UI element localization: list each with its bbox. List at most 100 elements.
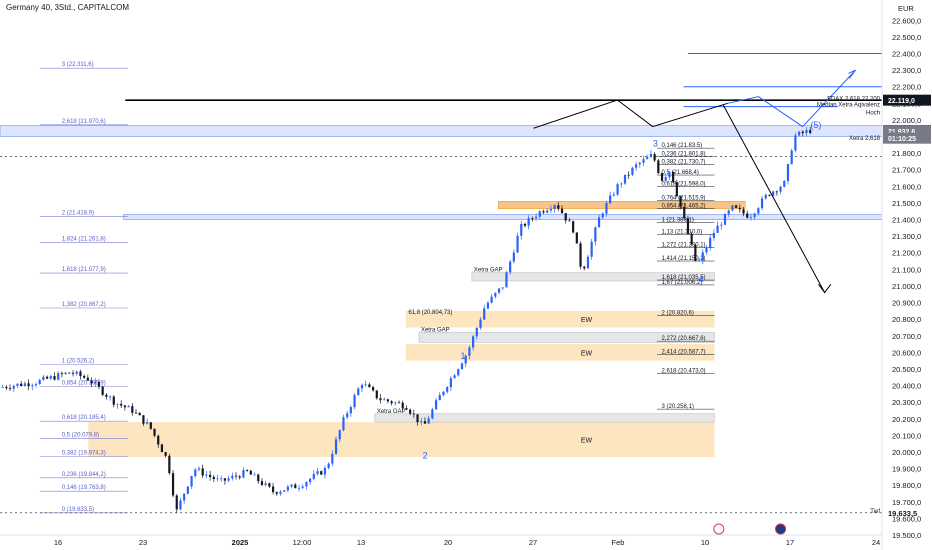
candle-body [801, 131, 804, 134]
price-tag-text: 19.633,5 [888, 509, 917, 518]
candle-body [797, 131, 801, 136]
price-tag-text: 01:10:25 [888, 136, 916, 143]
candle-body [157, 435, 160, 445]
xetra-gap-zone [471, 272, 715, 282]
candle-body [468, 347, 471, 356]
fib-level-label: 0,382 (19.974,3) [62, 450, 106, 456]
x-tick-label: 17 [786, 538, 794, 547]
fib-right-label: 0,764 (21.515,9) [662, 195, 706, 201]
candle-body [764, 194, 767, 199]
x-tick-label: 13 [357, 538, 365, 547]
candle-body [375, 390, 378, 399]
candle-body [108, 396, 112, 398]
candle-body [490, 296, 493, 303]
fib-level-label: 0,854 (20.395,9) [62, 380, 106, 386]
y-tick-label: 22.400,0 [892, 50, 921, 59]
candle-body [646, 157, 649, 160]
candle-body [323, 467, 327, 475]
candle-body [168, 455, 171, 474]
fib-level-label: 0,5 (20.079,8) [62, 433, 99, 439]
candle-body [220, 478, 223, 480]
candle-body [768, 194, 771, 196]
candle-body [309, 478, 312, 483]
candle-body [512, 252, 515, 262]
level-band [123, 214, 883, 220]
right-annotation: Median Xetra Aqivalenz [817, 103, 880, 109]
candle-body [171, 473, 175, 496]
candle-body [505, 272, 508, 288]
ew-zone-label: EW [581, 350, 593, 357]
ew-zone [405, 310, 715, 328]
candle-body [97, 382, 101, 387]
candle-body [775, 191, 778, 193]
candle-body [201, 468, 204, 476]
y-tick-label: 21.800,0 [892, 149, 921, 158]
xetra-gap-label: Xetra GAP [421, 327, 450, 333]
candle-body [723, 214, 727, 225]
candle-body [227, 478, 230, 481]
candle-body [690, 233, 693, 245]
candle-body [701, 252, 704, 261]
candle-body [475, 327, 478, 337]
projection-path [533, 99, 728, 129]
candle-body [427, 418, 430, 424]
ew-zone [405, 344, 715, 361]
x-tick-label: 23 [139, 538, 147, 547]
candle-body [112, 396, 115, 405]
candle-body [501, 287, 504, 289]
candle-body [38, 379, 41, 385]
candle-body [794, 135, 797, 151]
candle-body [94, 382, 97, 384]
fib-right-label: 2,414 (20.587,7) [662, 349, 706, 355]
candle-body [283, 490, 286, 492]
candle-body [194, 469, 197, 476]
candle-body [627, 174, 630, 176]
x-tick-label: 24 [872, 538, 880, 547]
candle-body [146, 422, 149, 424]
y-tick-label: 21.000,0 [892, 282, 921, 291]
y-tick-label: 20.700,0 [892, 332, 921, 341]
y-tick-label: 22.000,0 [892, 116, 921, 125]
candle-body [23, 383, 26, 387]
candle-body [612, 194, 615, 196]
candle-body [534, 216, 538, 219]
candle-body [231, 475, 234, 479]
candle-body [520, 223, 523, 236]
candle-body [371, 387, 375, 391]
candle-body [27, 383, 30, 387]
candle-body [86, 377, 89, 381]
candle-body [542, 211, 545, 213]
price-tag-bg [883, 125, 931, 137]
candle-body [575, 232, 578, 244]
y-tick-label: 19.600,0 [892, 514, 921, 523]
y-tick-label: 20.500,0 [892, 365, 921, 374]
candle-body [409, 409, 412, 414]
candle-body [327, 463, 330, 468]
candle-body [786, 164, 790, 181]
candle-body [68, 372, 71, 374]
y-tick-label: 21.200,0 [892, 249, 921, 258]
fib-layer: 3 (22.311,6) 2,618 (21.970,6) 2 (21.418,9)… [0, 62, 882, 514]
y-tick-label: 20.600,0 [892, 348, 921, 357]
fib-level-label: 0,618 (20.185,4) [62, 415, 106, 421]
candle-body [223, 478, 227, 481]
candle-body [727, 210, 730, 215]
candle-body [546, 210, 549, 213]
y-tick-label: 21.700,0 [892, 166, 921, 175]
fib-right-label: 2,618 (20.473,0) [662, 368, 706, 374]
candle-body [234, 475, 238, 477]
candle-body [246, 469, 249, 471]
candle-body [720, 224, 723, 226]
candle-body [120, 403, 123, 406]
fib-level-label: 2 (21.418,9) [62, 210, 94, 216]
candle-body [160, 444, 164, 453]
candle-body [45, 376, 49, 379]
right-annotation: Hoch [866, 111, 880, 117]
fib-right-label: 0,236 (21.801,8) [662, 151, 706, 157]
fib-level-label: 3 (22.311,6) [62, 62, 94, 68]
candle-body [657, 160, 660, 174]
candle-body [660, 173, 664, 181]
candle-body [153, 428, 156, 436]
candle-body [379, 398, 382, 401]
